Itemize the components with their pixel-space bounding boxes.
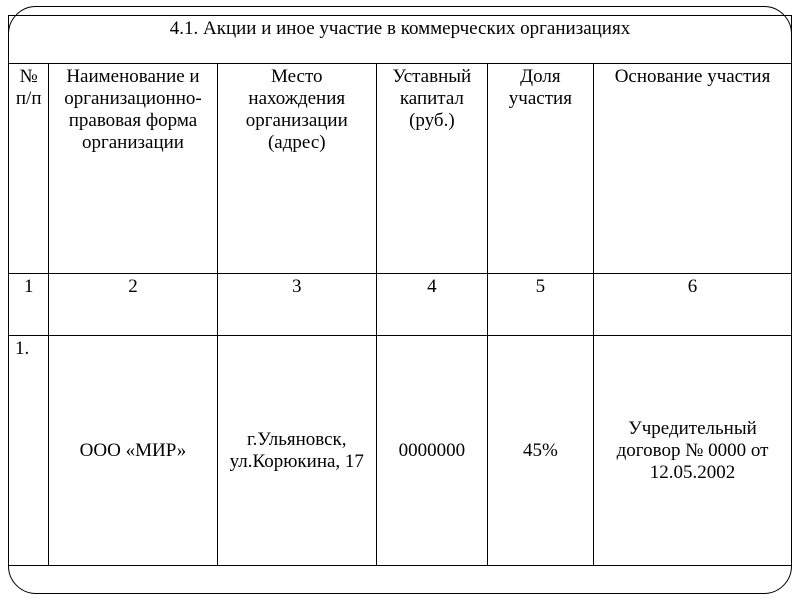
column-number-row: 1 2 3 4 5 6 — [9, 274, 792, 336]
table-title: 4.1. Акции и иное участие в коммерческих… — [9, 16, 792, 64]
col-header-share: Доля участия — [487, 64, 593, 274]
col-header-address: Место нахождения организации (адрес) — [217, 64, 377, 274]
table-row: 1. ООО «МИР» г.Ульяновск, ул.Корюкина, 1… — [9, 336, 792, 566]
cell-address: г.Ульяновск, ул.Корюкина, 17 — [217, 336, 377, 566]
col-number: 1 — [9, 274, 49, 336]
col-number: 5 — [487, 274, 593, 336]
cell-name: ООО «МИР» — [49, 336, 217, 566]
col-number: 2 — [49, 274, 217, 336]
cell-index: 1. — [9, 336, 49, 566]
cell-share: 45% — [487, 336, 593, 566]
col-header-name: Наименование и организационно-правовая ф… — [49, 64, 217, 274]
col-header-basis: Основание участия — [594, 64, 792, 274]
col-number: 3 — [217, 274, 377, 336]
cell-basis: Учредительный договор № 0000 от 12.05.20… — [594, 336, 792, 566]
header-row: № п/п Наименование и организационно-прав… — [9, 64, 792, 274]
col-number: 4 — [377, 274, 488, 336]
col-header-capital: Уставный капитал (руб.) — [377, 64, 488, 274]
cell-capital: 0000000 — [377, 336, 488, 566]
col-header-index: № п/п — [9, 64, 49, 274]
shares-table: 4.1. Акции и иное участие в коммерческих… — [8, 15, 792, 566]
col-number: 6 — [594, 274, 792, 336]
title-row: 4.1. Акции и иное участие в коммерческих… — [9, 16, 792, 64]
